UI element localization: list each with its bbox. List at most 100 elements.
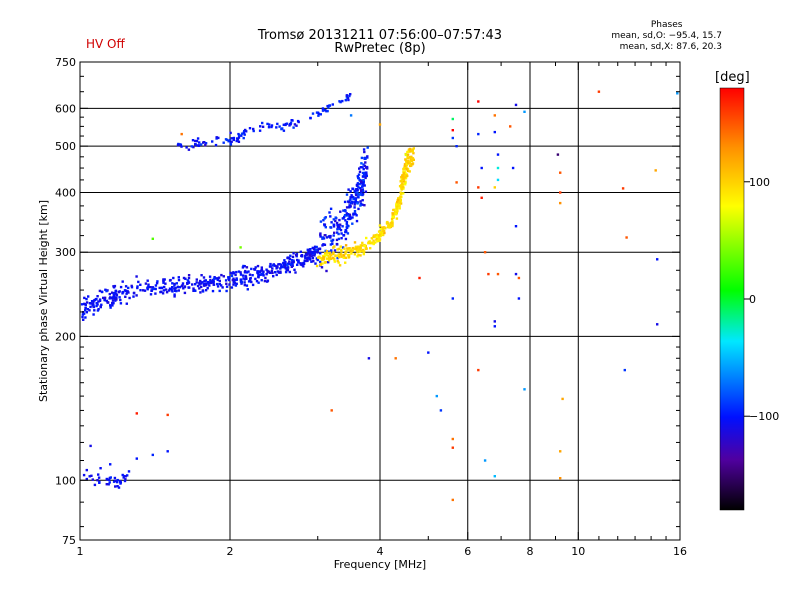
data-point [178, 286, 182, 289]
data-point [173, 287, 177, 290]
data-point [122, 290, 125, 294]
data-point [170, 287, 173, 290]
data-point [88, 475, 91, 478]
data-point [112, 285, 115, 288]
data-point [117, 486, 121, 489]
data-point [232, 283, 235, 286]
data-point [84, 309, 87, 312]
data-point [344, 261, 347, 264]
data-point [108, 297, 111, 300]
data-point [201, 290, 205, 293]
data-point [348, 215, 352, 218]
data-point [286, 262, 290, 265]
data-point [97, 473, 100, 476]
data-point [266, 279, 270, 282]
data-point [240, 279, 243, 282]
data-point [225, 285, 229, 288]
data-point [404, 172, 407, 175]
data-point [401, 182, 404, 185]
data-point [215, 277, 218, 280]
data-point [341, 246, 345, 249]
data-point [317, 112, 321, 115]
data-point [215, 136, 218, 139]
data-point [95, 304, 98, 308]
data-point [243, 271, 247, 274]
data-point [394, 213, 397, 216]
data-point [359, 193, 362, 196]
data-point [361, 166, 364, 169]
data-point [97, 476, 101, 479]
data-point [374, 241, 377, 244]
data-point [496, 153, 500, 156]
data-point [451, 129, 454, 132]
data-point [112, 294, 115, 297]
data-point [146, 288, 149, 291]
data-point [349, 248, 352, 251]
data-point [233, 281, 237, 285]
data-point [335, 242, 339, 246]
data-point [356, 188, 359, 191]
data-point [218, 289, 221, 293]
data-point [343, 215, 346, 219]
data-point [451, 437, 454, 441]
data-point [399, 191, 402, 194]
data-point [150, 289, 153, 292]
grid-lines [80, 62, 680, 540]
data-point [259, 270, 262, 274]
data-point [364, 190, 368, 193]
data-point [240, 134, 243, 137]
data-point [176, 285, 179, 289]
data-point [398, 207, 401, 210]
data-point [347, 213, 350, 216]
data-point [363, 244, 366, 248]
colorbar-title: [deg] [715, 70, 750, 85]
data-point [312, 260, 315, 263]
data-point [523, 388, 526, 391]
data-point [316, 258, 319, 262]
data-point [108, 292, 111, 296]
data-point [395, 217, 399, 220]
data-point [327, 257, 331, 260]
data-point [329, 236, 332, 239]
data-point [243, 283, 246, 287]
data-point [367, 240, 370, 243]
data-point [286, 266, 290, 269]
data-point [623, 368, 626, 372]
data-point [355, 184, 359, 187]
data-point [107, 483, 110, 486]
data-point [383, 231, 386, 235]
data-point [93, 298, 97, 302]
data-point [311, 112, 315, 115]
data-point [227, 277, 230, 280]
data-point [356, 250, 359, 254]
data-point [310, 260, 313, 263]
data-point [151, 286, 154, 289]
data-point [559, 191, 562, 194]
data-point [391, 212, 394, 215]
data-point [358, 167, 361, 170]
data-point [391, 215, 394, 219]
data-point [242, 277, 245, 280]
data-point [400, 192, 403, 196]
data-point [205, 284, 208, 287]
data-point [332, 256, 335, 260]
data-point [296, 119, 300, 123]
data-point [196, 284, 200, 288]
data-point [281, 127, 284, 130]
data-point [91, 478, 94, 481]
x-axis: 1 2 4 6 8 10 16 [77, 62, 687, 558]
data-point [367, 242, 370, 245]
data-point [228, 283, 231, 286]
data-point [304, 255, 307, 258]
y-axis: 75 100 200 300 400 500 600 750 [55, 56, 680, 547]
data-point [359, 189, 363, 192]
data-point [325, 253, 328, 256]
data-point [391, 222, 394, 225]
data-point [234, 284, 238, 287]
data-point [111, 304, 114, 307]
data-point [198, 283, 201, 286]
data-point [256, 272, 260, 275]
data-point [353, 190, 356, 193]
data-point [346, 247, 349, 250]
data-point [82, 312, 86, 315]
